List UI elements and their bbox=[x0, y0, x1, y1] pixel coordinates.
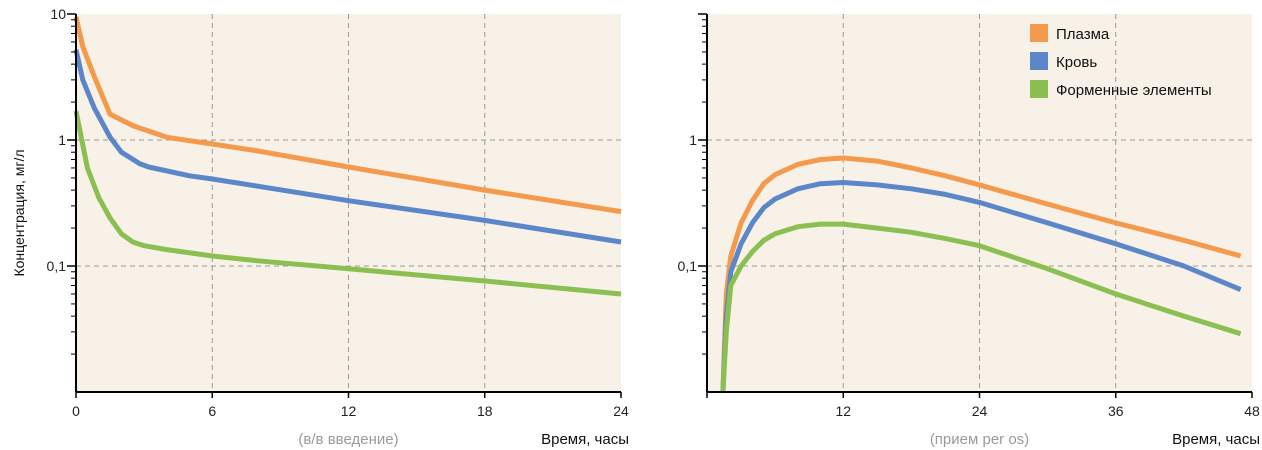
panel2-series-blood-line bbox=[720, 180, 1242, 393]
panel1-y-tick-label: 10 bbox=[50, 6, 66, 22]
panel1-x-tick-label: 18 bbox=[477, 403, 493, 419]
panel1-series-blood-line bbox=[73, 49, 622, 245]
panel1-series-plasma-line bbox=[73, 16, 622, 215]
panel2-x-tick-label: 48 bbox=[1244, 403, 1260, 419]
legend-swatch-plasma bbox=[1030, 24, 1048, 42]
panel2-x-tick-label: 12 bbox=[835, 403, 851, 419]
panel2-x-axis-title: Время, часы bbox=[1172, 431, 1260, 448]
legend-label-cells: Форменные элементы bbox=[1056, 82, 1212, 99]
legend-swatch-cells bbox=[1030, 80, 1048, 98]
panel2-series-plasma-line bbox=[720, 155, 1242, 393]
panel2-y-tick-label: 1 bbox=[689, 132, 697, 148]
panel2-x-tick-label: 24 bbox=[972, 403, 988, 419]
panel1-series-cells-line bbox=[73, 110, 622, 297]
panel1-y-axis-title: Концентрация, мг/л bbox=[11, 149, 27, 276]
panel1-x-tick-label: 0 bbox=[72, 403, 80, 419]
panel1-condition-label: (в/в введение) bbox=[298, 431, 398, 448]
legend-label-blood: Кровь bbox=[1056, 54, 1097, 71]
panel2-condition-label: (прием per os) bbox=[930, 431, 1029, 448]
legend-label-plasma: Плазма bbox=[1056, 26, 1110, 43]
panel2-y-tick-label: 0,1 bbox=[678, 258, 698, 274]
panel1-x-tick-label: 12 bbox=[341, 403, 357, 419]
panel2-x-tick-label: 36 bbox=[1108, 403, 1124, 419]
panel1-x-tick-label: 6 bbox=[208, 403, 216, 419]
panel1-y-tick-label: 1 bbox=[58, 132, 66, 148]
panel2-series-cells-line bbox=[720, 221, 1242, 393]
panel1-x-tick-label: 24 bbox=[613, 403, 629, 419]
panel1-x-axis-title: Время, часы bbox=[541, 431, 629, 448]
panel1-y-tick-label: 0,1 bbox=[47, 258, 67, 274]
legend-swatch-blood bbox=[1030, 52, 1048, 70]
